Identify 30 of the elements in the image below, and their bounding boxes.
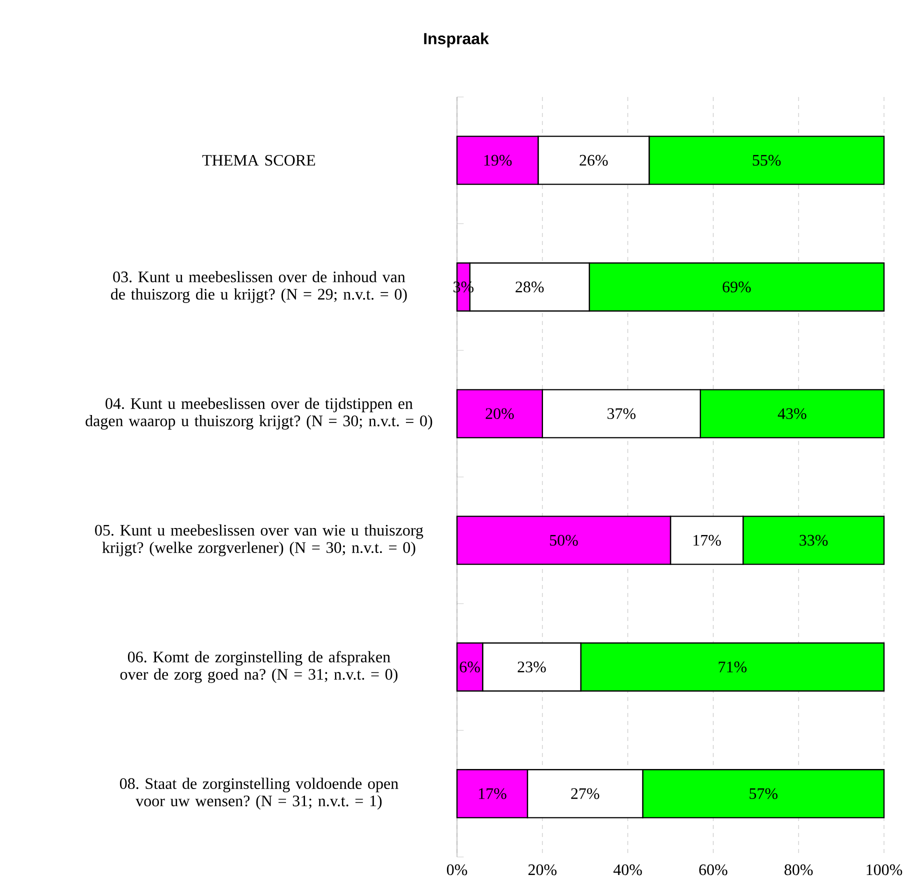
chart-title: Inspraak	[424, 32, 489, 48]
data-label: 23%	[518, 662, 546, 672]
y-tick-label: 06. Komt de zorginstelling de afspraken over de zorg goed na? (N = 31; n.v.t. = 0)	[120, 650, 398, 684]
y-tick-label: 03. Kunt u meebeslissen over de inhoud van de thuiszorg die u krijgt? (N = 29; n.v.t. = 0)	[110, 271, 407, 303]
x-tick-label: 40%	[613, 864, 642, 876]
data-label: 6%	[460, 662, 480, 672]
x-tick-label: 100%	[866, 864, 902, 876]
data-label: 17%	[478, 788, 506, 800]
y-tick-label: 04. Kunt u meebeslissen over de tijdstippen en dagen waarop u thuiszorg krijgt? (N = 30; n.v.t. = 0)	[86, 398, 432, 430]
data-label: 43%	[778, 408, 806, 420]
x-tick-label: 80%	[784, 864, 813, 876]
y-tick-label: THEMA SCORE	[202, 154, 316, 166]
data-label: 69%	[722, 282, 751, 292]
data-label: 20%	[486, 408, 514, 420]
x-tick-label: 20%	[528, 864, 557, 876]
data-label: 37%	[608, 408, 636, 420]
data-label: 50%	[550, 534, 578, 546]
x-tick-label: 0%	[446, 864, 468, 876]
data-label: 28%	[516, 282, 544, 292]
y-tick-label: 08. Staat de zorginstelling voldoende open voor uw wensen? (N = 31; n.v.t. = 1)	[120, 778, 398, 810]
y-tick-label: 05. Kunt u meebeslissen over van wie u thuiszorg krijgt? (welke zorgverlener) (N = 30; n.v.t. = 0)	[95, 524, 424, 556]
data-label: 57%	[750, 788, 778, 800]
data-label: 19%	[484, 154, 512, 166]
data-label: 33%	[800, 534, 828, 546]
data-label: 17%	[694, 534, 721, 546]
data-label: 27%	[571, 788, 600, 800]
data-label: 55%	[752, 154, 781, 166]
x-tick-label: 60%	[699, 864, 728, 876]
data-label: 71%	[718, 662, 747, 672]
data-label: 26%	[580, 154, 608, 166]
